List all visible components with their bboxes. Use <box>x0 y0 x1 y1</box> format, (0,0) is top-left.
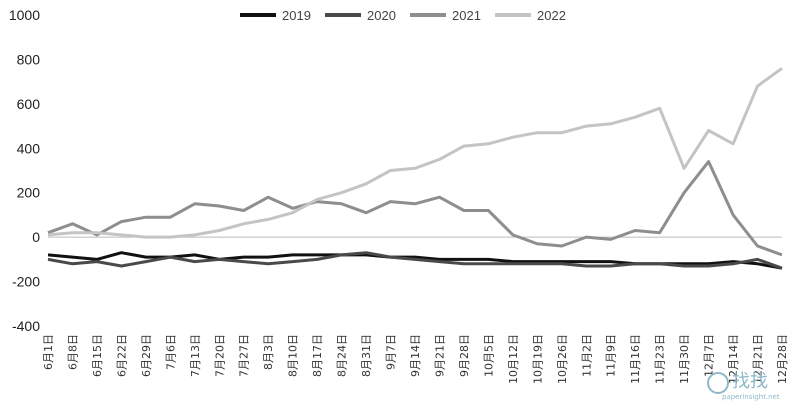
watermark-url: paperinsight.net <box>722 393 780 401</box>
y-tick-label: 600 <box>17 96 41 112</box>
series-line-2022 <box>47 67 783 239</box>
y-tick-label: 400 <box>17 140 41 156</box>
legend-label-2019: 2019 <box>282 8 311 23</box>
x-tick-label: 8月17日 <box>311 334 324 377</box>
x-tick-label: 9月14日 <box>409 334 422 377</box>
series-line-2020 <box>47 251 783 270</box>
x-tick-label: 10月19日 <box>531 334 544 384</box>
watermark-circle-icon <box>707 372 729 394</box>
x-tick-label: 7月27日 <box>238 334 251 377</box>
y-axis: -400 -200 0 200 400 600 800 1000 <box>9 7 40 334</box>
x-tick-label: 7月13日 <box>189 334 202 377</box>
x-tick-label: 10月26日 <box>556 334 569 384</box>
x-tick-label: 11月23日 <box>654 334 667 384</box>
x-tick-label: 6月29日 <box>140 334 153 377</box>
series-lines <box>47 67 783 270</box>
x-tick-label: 11月2日 <box>580 334 593 377</box>
x-tick-label: 9月7日 <box>385 334 398 370</box>
series-line-2021 <box>47 160 783 257</box>
x-tick-label: 7月20日 <box>213 334 226 377</box>
x-axis: 6月1日 6月8日 6月15日 6月22日 6月29日 7月6日 7月13日 7月20日 7月2… <box>42 334 789 384</box>
y-tick-label: -400 <box>12 318 40 334</box>
y-tick-label: -200 <box>12 274 40 290</box>
x-tick-label: 12月7日 <box>703 334 716 377</box>
x-tick-label: 6月1日 <box>42 334 55 370</box>
legend: 2019 2020 2021 2022 <box>240 8 566 23</box>
y-tick-label: 0 <box>32 229 40 245</box>
x-tick-label: 6月15日 <box>91 334 104 377</box>
legend-label-2022: 2022 <box>537 8 566 23</box>
x-tick-label: 12月14日 <box>727 334 740 384</box>
x-tick-label: 11月9日 <box>605 334 618 377</box>
x-tick-label: 6月22日 <box>115 334 128 377</box>
y-tick-label: 1000 <box>9 7 40 23</box>
watermark-text: 找找 <box>732 371 768 392</box>
x-tick-label: 8月24日 <box>336 334 349 377</box>
x-tick-label: 10月5日 <box>482 334 495 377</box>
x-tick-label: 8月3日 <box>262 334 275 370</box>
x-tick-label: 9月28日 <box>458 334 471 377</box>
x-tick-label: 8月31日 <box>360 334 373 377</box>
x-tick-label: 7月6日 <box>164 334 177 370</box>
x-tick-label: 12月21日 <box>752 334 765 384</box>
legend-label-2020: 2020 <box>367 8 396 23</box>
x-tick-label: 6月8日 <box>66 334 79 370</box>
x-tick-label: 8月10日 <box>287 334 300 377</box>
y-tick-label: 800 <box>17 51 41 67</box>
y-tick-label: 200 <box>17 185 41 201</box>
x-tick-label: 10月12日 <box>507 334 520 384</box>
watermark-logo: 找找 paperinsight.net <box>707 371 780 401</box>
x-tick-label: 12月28日 <box>776 334 789 384</box>
legend-label-2021: 2021 <box>452 8 481 23</box>
x-tick-label: 9月21日 <box>433 334 446 377</box>
x-tick-label: 11月30日 <box>678 334 691 384</box>
x-tick-label: 11月16日 <box>629 334 642 384</box>
